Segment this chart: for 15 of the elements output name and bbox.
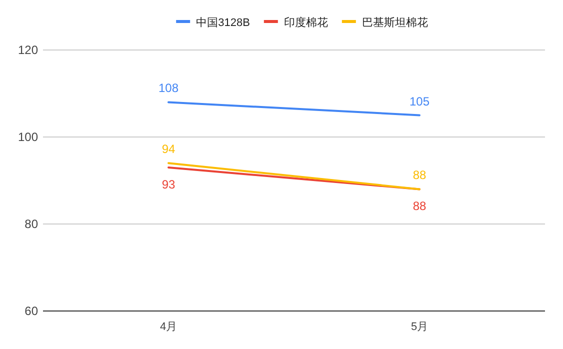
legend-label: 印度棉花 [284, 16, 328, 29]
y-tick-label: 100 [18, 130, 38, 144]
y-tick-label: 80 [24, 217, 38, 231]
y-tick-label: 120 [18, 43, 38, 57]
data-label: 105 [409, 94, 430, 108]
x-tick-label: 4月 [160, 321, 178, 333]
legend-label: 巴基斯坦棉花 [362, 16, 428, 29]
legend-label: 中国3128B [196, 16, 250, 29]
data-label: 88 [412, 199, 426, 214]
x-tick-label: 5月 [410, 321, 428, 333]
data-label: 94 [162, 142, 176, 156]
data-label: 93 [162, 177, 176, 192]
y-tick-label: 60 [24, 304, 38, 318]
data-label: 108 [158, 81, 179, 96]
data-label: 88 [412, 168, 426, 182]
